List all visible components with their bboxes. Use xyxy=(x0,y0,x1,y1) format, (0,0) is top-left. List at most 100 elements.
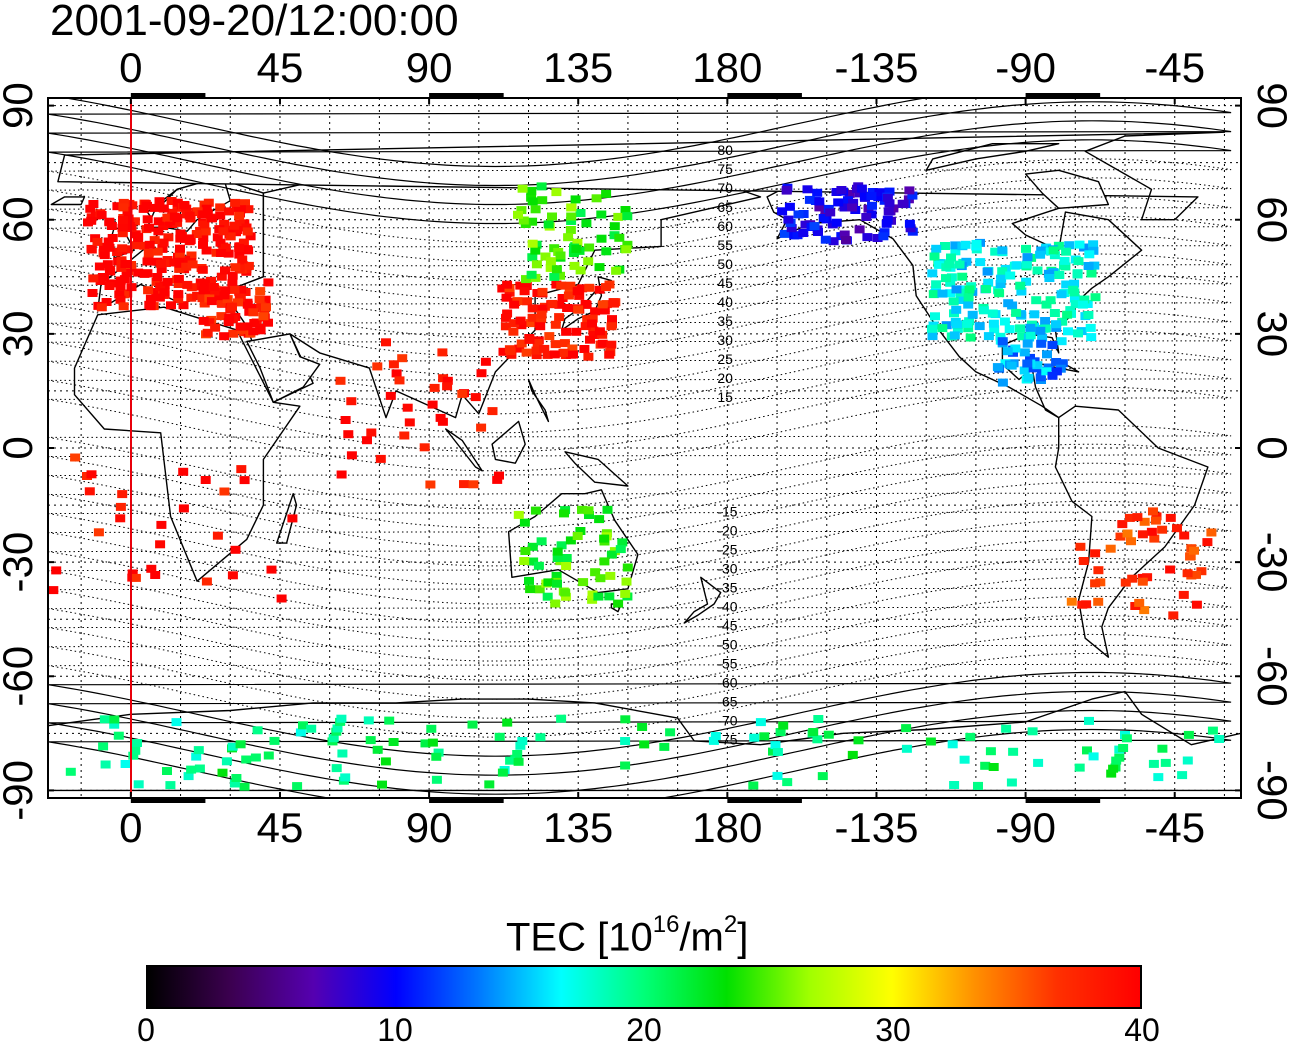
tec-cell xyxy=(227,279,238,288)
tec-cell xyxy=(901,744,912,753)
tec-cell xyxy=(1036,246,1047,255)
tec-cell xyxy=(402,403,413,412)
tec-cell xyxy=(1090,579,1101,588)
tec-cell xyxy=(620,761,631,770)
tec-cell xyxy=(234,293,245,302)
tec-cell xyxy=(777,207,788,216)
tec-cell xyxy=(173,274,184,283)
tec-cell xyxy=(1061,280,1072,289)
tec-cell xyxy=(572,532,583,540)
tec-cell xyxy=(951,305,962,314)
tec-cell xyxy=(153,227,164,236)
magnetic-latitude-label: -35 xyxy=(717,579,737,595)
tec-cell xyxy=(941,274,951,283)
tec-cell xyxy=(930,312,940,321)
tec-cell xyxy=(494,732,505,741)
magnetic-contour xyxy=(48,348,1232,434)
tec-cell xyxy=(65,767,76,776)
tec-cell xyxy=(1006,361,1017,370)
tec-cell xyxy=(550,599,561,608)
tec-cell xyxy=(585,335,595,344)
tec-cell xyxy=(544,332,555,341)
tec-cell xyxy=(527,197,538,206)
tec-cell xyxy=(571,327,582,336)
coastline-newguinea xyxy=(564,451,629,487)
tec-cell xyxy=(336,470,347,479)
tec-cell xyxy=(531,351,542,360)
tec-cell xyxy=(340,773,351,782)
tec-cell xyxy=(587,319,597,328)
tec-cell xyxy=(568,350,578,359)
tec-cell xyxy=(156,259,166,268)
tec-cell xyxy=(229,221,240,230)
tec-cell xyxy=(1022,253,1033,262)
tec-cell xyxy=(1023,373,1034,382)
tec-cell xyxy=(565,281,576,290)
frame-band xyxy=(130,93,206,98)
tec-cell xyxy=(620,715,631,724)
tec-cell xyxy=(442,382,453,391)
tec-cell xyxy=(866,210,877,219)
tec-cell xyxy=(248,308,259,317)
magnetic-contour xyxy=(48,386,1232,472)
magnetic-contour xyxy=(48,690,1232,776)
tec-cell xyxy=(118,203,129,212)
tec-cell xyxy=(1029,310,1040,319)
tec-cell xyxy=(220,286,231,295)
tec-cell xyxy=(808,728,819,736)
bottom-lon-tick-label: -135 xyxy=(834,804,918,851)
tec-cell xyxy=(883,207,894,216)
tec-cell xyxy=(867,188,878,196)
tec-cell xyxy=(524,335,535,344)
tec-cell xyxy=(843,196,853,205)
tec-cell xyxy=(255,287,266,296)
tec-cell xyxy=(595,574,606,583)
tec-cell xyxy=(142,269,153,278)
frame-band xyxy=(727,93,802,98)
tec-cell xyxy=(549,272,560,281)
tec-cell xyxy=(1035,326,1046,335)
tec-cell xyxy=(431,775,442,784)
tec-cell xyxy=(812,735,823,744)
tec-cell xyxy=(1019,366,1030,375)
tec-cell xyxy=(500,322,511,331)
tec-cell xyxy=(159,288,170,297)
tec-cell xyxy=(1003,299,1014,308)
tec-cell xyxy=(331,764,342,773)
tec-cell xyxy=(118,216,128,224)
tec-cell xyxy=(749,733,760,742)
tec-cell xyxy=(1148,507,1158,516)
tec-cell xyxy=(385,391,396,400)
tec-cell xyxy=(594,263,605,272)
tec-cell xyxy=(1151,512,1162,521)
tec-cell xyxy=(212,292,223,301)
tec-cell xyxy=(812,188,823,197)
tec-cell xyxy=(665,728,676,737)
tec-cell xyxy=(240,199,250,208)
tec-cell xyxy=(584,511,594,519)
tec-cell xyxy=(186,293,197,302)
magnetic-latitude-label: 20 xyxy=(717,370,733,386)
tec-cell xyxy=(427,400,438,409)
tec-cell xyxy=(1036,339,1047,348)
magnetic-latitude-label: 75 xyxy=(717,161,733,177)
tec-cell xyxy=(551,188,562,197)
tec-cell xyxy=(1085,323,1096,332)
tec-cell xyxy=(397,354,408,363)
tec-cell xyxy=(487,407,498,416)
tec-cell xyxy=(927,332,938,341)
tec-cell xyxy=(388,360,399,369)
tec-cell xyxy=(202,328,213,337)
tec-cell xyxy=(1044,274,1055,282)
tec-cell xyxy=(1089,261,1100,270)
tec-cell xyxy=(1022,339,1033,348)
colorbar-tick: 20 xyxy=(626,1012,662,1048)
tec-cell xyxy=(174,264,185,273)
tec-cell xyxy=(99,715,110,724)
tec-colorbar xyxy=(146,965,1142,1009)
tec-cell xyxy=(568,249,579,257)
tec-cell xyxy=(1084,716,1094,725)
tec-cell xyxy=(772,771,783,780)
tec-cell xyxy=(1150,516,1161,525)
tec-cell xyxy=(1016,287,1027,296)
